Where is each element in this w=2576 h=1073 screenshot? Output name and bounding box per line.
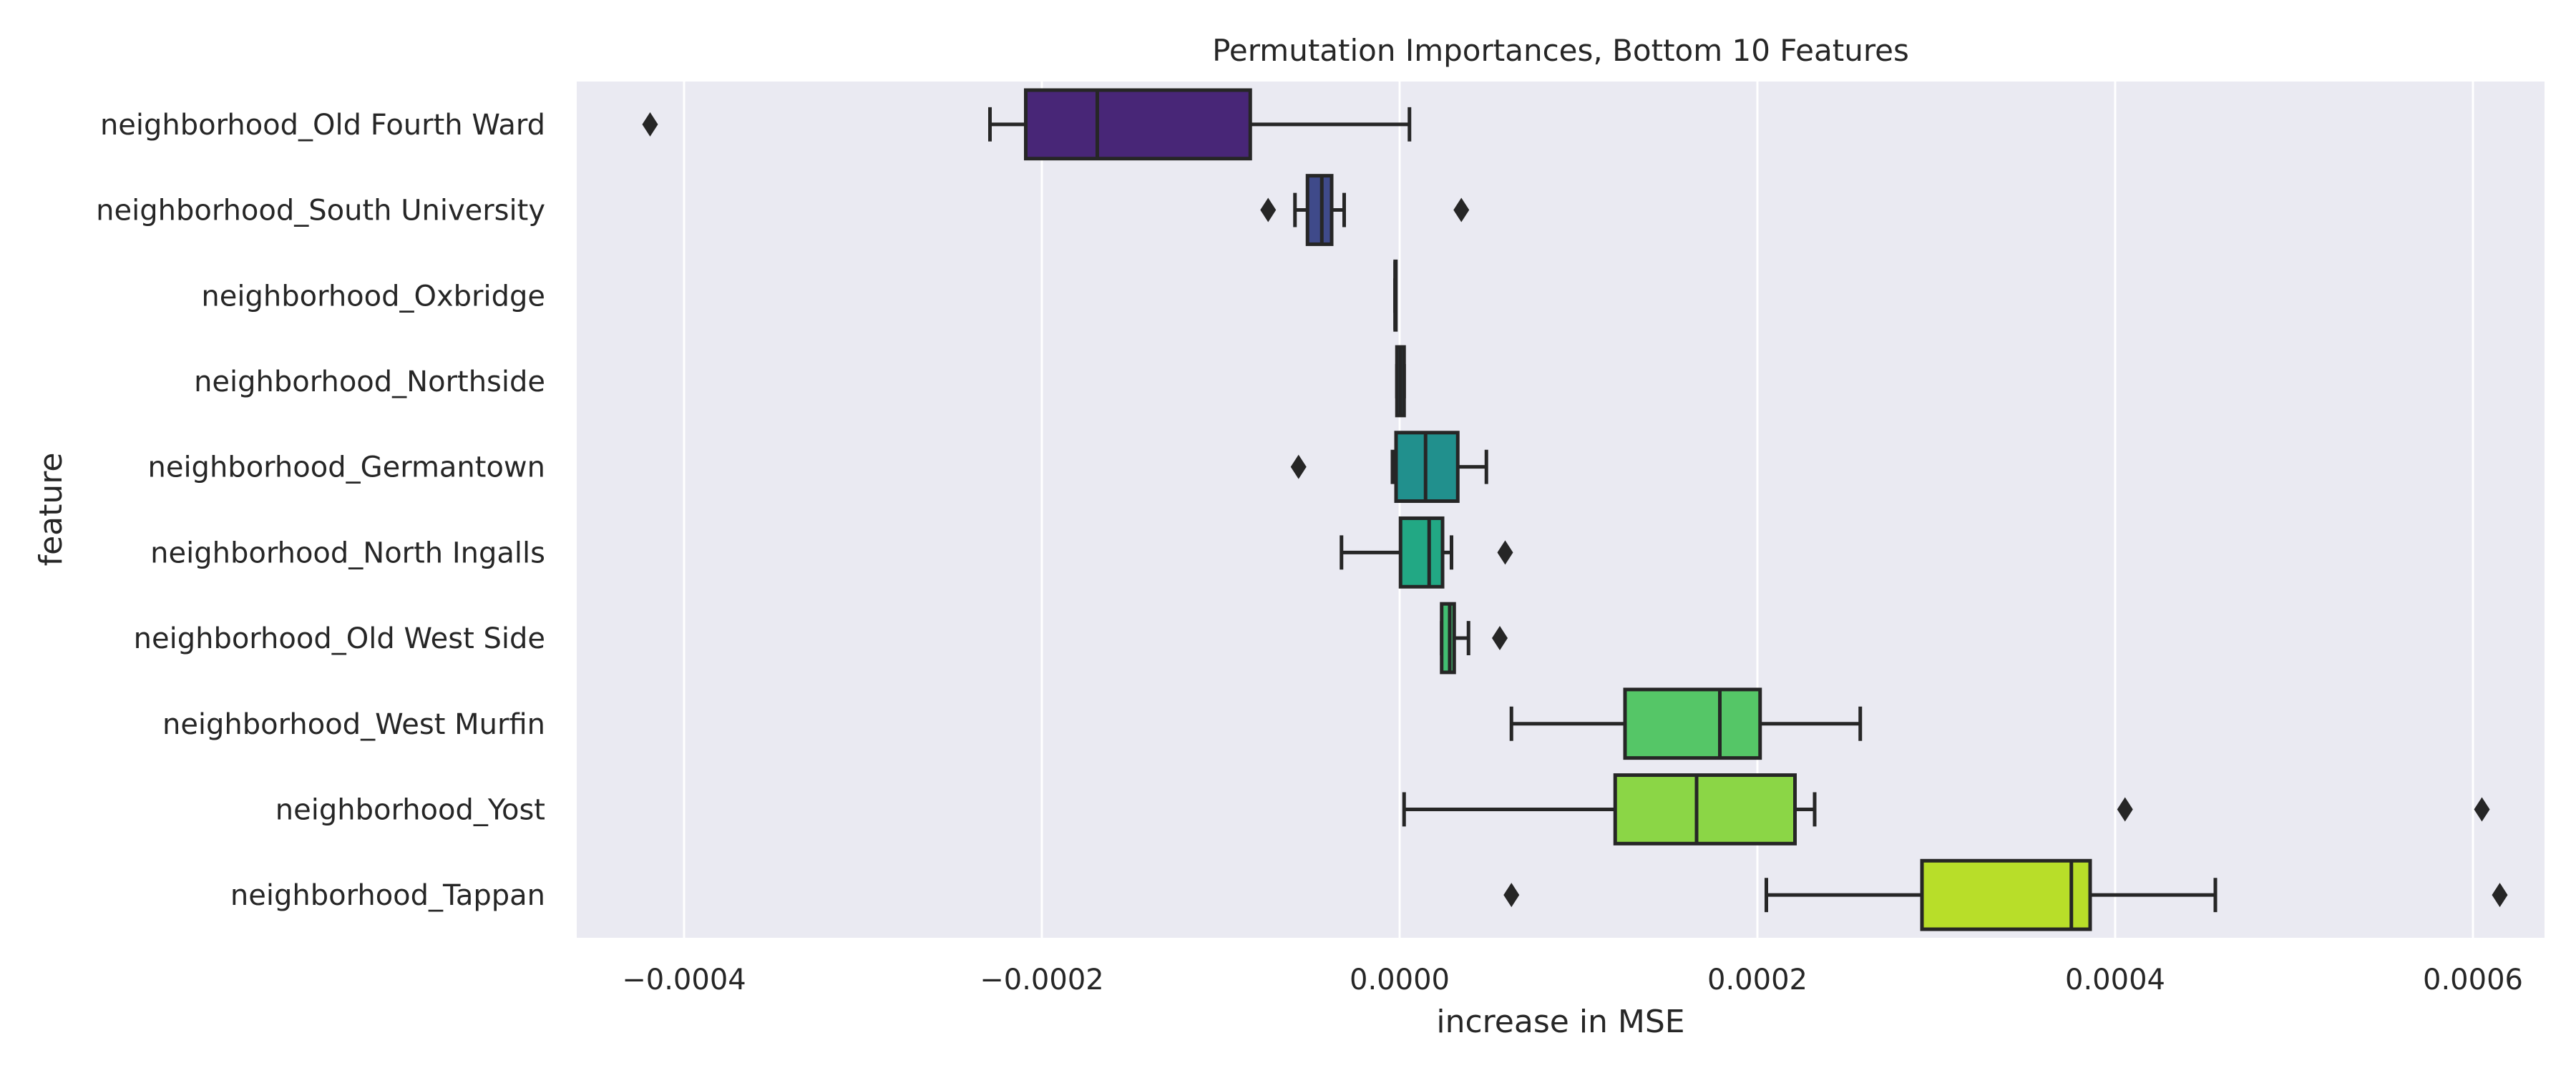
- iqr-box: [1920, 858, 2092, 931]
- box-group: [1509, 687, 1863, 760]
- plot-background: [577, 82, 2545, 938]
- x-tick-label: 0.0006: [2423, 964, 2523, 996]
- x-tick-label: 0.0000: [1350, 964, 1450, 996]
- iqr-box: [1623, 687, 1762, 760]
- y-tick-label: neighborhood_Old West Side: [134, 622, 545, 655]
- box-group: [1402, 773, 2490, 846]
- x-tick-label: −0.0004: [622, 964, 746, 996]
- iqr-box: [1613, 773, 1797, 846]
- outlier-point: [2492, 883, 2508, 908]
- box-group: [1393, 259, 1398, 332]
- box-group: [1290, 431, 1488, 504]
- x-tick-label: 0.0002: [1707, 964, 1807, 996]
- y-tick-label: neighborhood_West Murfin: [162, 708, 545, 741]
- y-tick-labels: neighborhood_Old Fourth Ward neighborhood…: [96, 109, 545, 912]
- outlier-point: [1503, 883, 1520, 908]
- outlier-point: [1492, 626, 1508, 651]
- box-group: [1440, 602, 1508, 675]
- iqr-box: [1024, 88, 1252, 161]
- outlier-point: [1497, 540, 1513, 565]
- outlier-point: [1290, 454, 1307, 479]
- x-tick-labels: −0.0004 −0.0002 0.0000 0.0002 0.0004 0.0006: [622, 964, 2523, 996]
- chart-title: Permutation Importances, Bottom 10 Featu…: [1212, 33, 1909, 68]
- outlier-point: [1260, 197, 1277, 222]
- x-axis-label: increase in MSE: [1436, 1004, 1684, 1040]
- box-group: [1503, 858, 2508, 931]
- box-group: [1260, 174, 1470, 246]
- x-tick-label: −0.0002: [980, 964, 1103, 996]
- box-group: [1395, 345, 1406, 418]
- y-axis-label: feature: [33, 453, 69, 567]
- x-gridlines: [683, 82, 2474, 938]
- x-tick-label: 0.0004: [2065, 964, 2165, 996]
- box-group: [1340, 516, 1513, 589]
- outlier-point: [1453, 197, 1470, 222]
- outlier-point: [2117, 797, 2133, 822]
- outlier-point: [642, 112, 658, 137]
- y-tick-label: neighborhood_Oxbridge: [201, 280, 545, 313]
- y-tick-label: neighborhood_Old Fourth Ward: [100, 109, 545, 142]
- boxes-layer: [642, 88, 2508, 931]
- y-tick-label: neighborhood_Tappan: [230, 879, 545, 912]
- outlier-point: [2474, 797, 2490, 822]
- y-tick-label: neighborhood_North Ingalls: [150, 536, 545, 569]
- iqr-box: [1398, 516, 1445, 589]
- iqr-box: [1305, 174, 1334, 246]
- y-tick-label: neighborhood_Yost: [275, 793, 545, 826]
- box-group: [642, 88, 1412, 161]
- y-tick-label: neighborhood_South University: [96, 195, 545, 227]
- y-tick-label: neighborhood_Northside: [194, 366, 545, 398]
- y-tick-label: neighborhood_Germantown: [147, 451, 545, 484]
